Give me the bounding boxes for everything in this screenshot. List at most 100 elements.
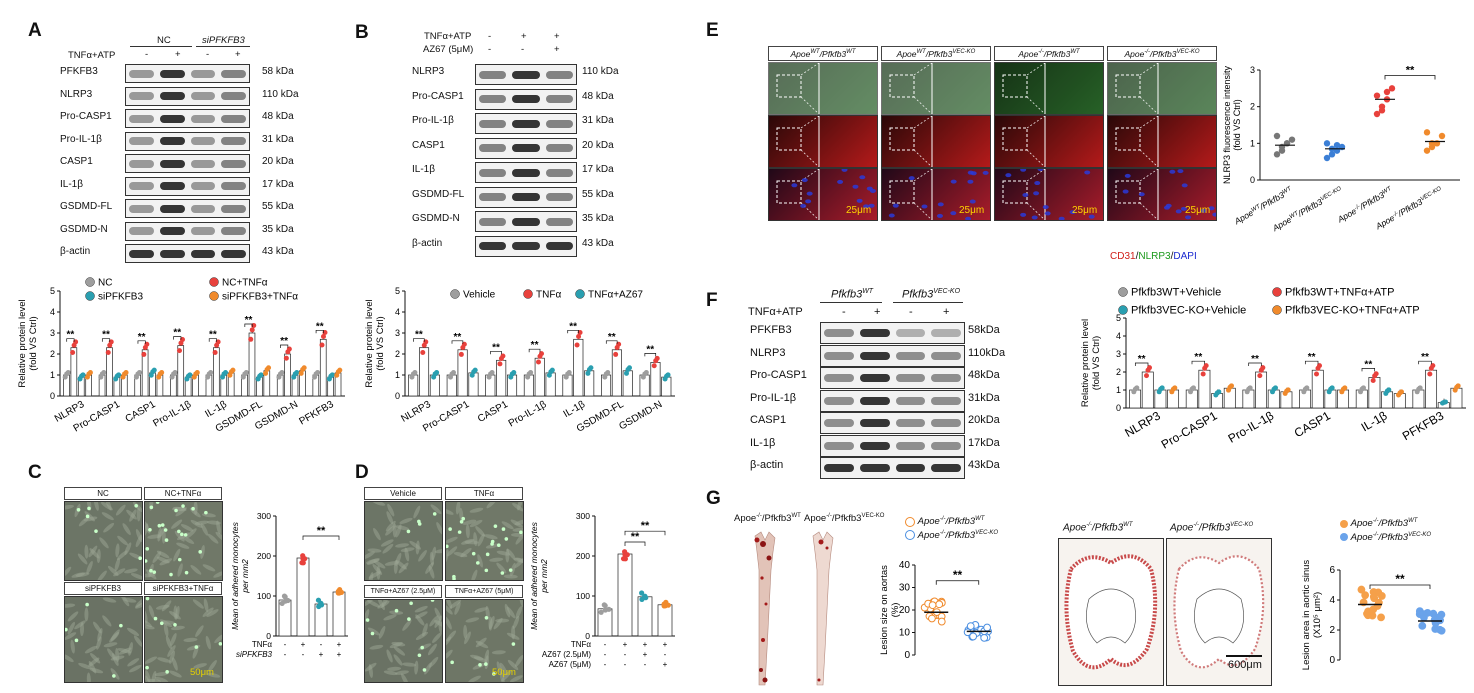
lesion-sinus-chart: 0 2 4 6 Lesion area in aortic sinus(X10⁵ μm²… xyxy=(1301,560,1446,670)
sig-bracket xyxy=(644,353,657,357)
zoom-line xyxy=(1139,169,1159,182)
blot-label: β-actin xyxy=(60,246,91,257)
data-point xyxy=(282,594,288,600)
photo-label: TNFα xyxy=(445,487,523,500)
monocyte xyxy=(417,653,422,658)
cell xyxy=(434,548,442,554)
cell xyxy=(171,625,185,631)
micrograph-si-tnf xyxy=(144,596,223,683)
photo-label: NC+TNFα xyxy=(144,487,222,500)
data-point xyxy=(622,556,628,562)
panel-label-f: F xyxy=(706,290,718,311)
blot-strip xyxy=(820,434,965,457)
blot-band xyxy=(512,168,540,177)
data-point xyxy=(627,365,632,371)
blot-label: CASP1 xyxy=(412,139,445,151)
blot-band xyxy=(859,419,890,427)
data-point xyxy=(500,353,506,359)
blot-band xyxy=(931,419,961,427)
blot-strip xyxy=(125,131,250,151)
group-label-wt: Pfkfb3WT xyxy=(831,288,874,301)
treatment-label-f: TNFα+ATP xyxy=(748,306,803,318)
y-tick-label: 3 xyxy=(1116,349,1121,359)
cell xyxy=(489,557,504,562)
cell xyxy=(135,601,142,609)
row-sign: + xyxy=(643,640,648,649)
monocyte xyxy=(450,660,454,665)
blot-band xyxy=(895,464,926,472)
y-tick-label: 2 xyxy=(1329,625,1335,636)
cell xyxy=(464,631,471,645)
cell xyxy=(368,664,373,678)
zoom-line xyxy=(1139,63,1159,76)
scale-bar-text: 25μm xyxy=(1185,205,1211,216)
cell xyxy=(93,621,102,634)
category-label: Pro-CASP1 xyxy=(1159,408,1220,451)
panel-e: E ApoeWT/Pfkfb3WT 25μm ApoeWT/Pfkfb3VEC-KO… xyxy=(680,0,1474,280)
blot-band xyxy=(159,92,185,100)
cell xyxy=(427,643,437,656)
aorta-label-wt: Apoe-/-/Pfkfb3WT xyxy=(734,513,801,525)
data-point xyxy=(576,333,582,339)
cell xyxy=(414,660,419,675)
panel-label-c: C xyxy=(28,462,42,483)
monocyte xyxy=(492,672,496,676)
data-point xyxy=(566,369,572,375)
blot-label: Pro-CASP1 xyxy=(412,90,464,102)
cat-sup: WT xyxy=(1250,203,1262,214)
nucleus xyxy=(868,203,875,208)
data-point xyxy=(1443,399,1448,405)
cell xyxy=(215,531,222,542)
nucleus xyxy=(805,199,812,204)
cell xyxy=(183,637,198,642)
cell xyxy=(469,519,483,528)
legend-label: Pfkfb3VEC-KO+TNFα+ATP xyxy=(1285,305,1420,317)
monocyte xyxy=(485,552,490,557)
nucleus xyxy=(937,202,944,207)
sig-label: ** xyxy=(415,330,423,341)
fluorescence-tile xyxy=(881,115,991,168)
monocyte xyxy=(177,557,182,562)
data-point xyxy=(301,365,307,371)
sig-label: ** xyxy=(608,332,616,343)
data-point xyxy=(249,327,255,333)
cell xyxy=(65,603,76,608)
cell xyxy=(126,627,140,636)
zoom-line xyxy=(800,116,820,129)
sig-bracket xyxy=(66,338,75,342)
data-point xyxy=(935,600,944,609)
blot-kda: 17 kDa xyxy=(262,178,294,190)
cell xyxy=(78,662,92,670)
cell xyxy=(383,670,398,676)
data-point xyxy=(212,350,218,356)
nucleus xyxy=(1020,169,1027,172)
monocyte xyxy=(484,568,489,573)
monocyte xyxy=(76,507,81,512)
blot-band xyxy=(190,182,216,190)
cell xyxy=(84,544,89,559)
cell xyxy=(207,533,219,544)
cell xyxy=(74,620,86,630)
cell xyxy=(190,564,202,575)
y-tick-label: 200 xyxy=(257,551,271,561)
nucleus xyxy=(859,175,866,180)
data-point xyxy=(966,622,975,630)
blot-band xyxy=(512,119,540,128)
cell xyxy=(113,568,126,577)
row-sign: - xyxy=(644,660,647,669)
cell xyxy=(169,610,181,620)
cell xyxy=(371,502,386,506)
cell xyxy=(491,650,506,655)
data-point xyxy=(451,369,456,375)
y-axis-label-line: Mean of adhered monocytes xyxy=(529,521,539,629)
blot-label: Pro-IL-1β xyxy=(750,391,797,404)
cell xyxy=(372,563,383,575)
blot-label: CASP1 xyxy=(60,156,93,167)
monocyte xyxy=(417,522,422,526)
cell xyxy=(88,545,98,558)
blot-kda: 48 kDa xyxy=(582,90,614,102)
cell xyxy=(414,605,428,613)
blot-band xyxy=(859,396,890,405)
sign: + xyxy=(521,31,527,42)
fluorescence-tile xyxy=(881,62,991,115)
